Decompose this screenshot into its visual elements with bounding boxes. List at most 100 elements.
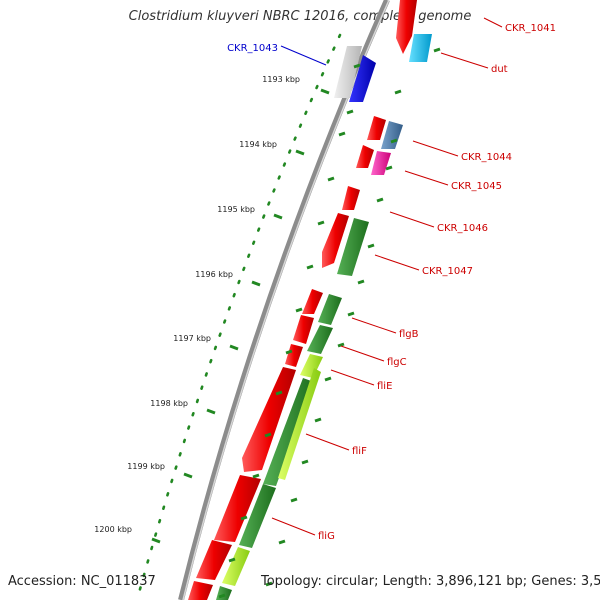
strand-tick [314, 417, 322, 423]
gene-cog-ckr1047 [337, 218, 369, 276]
scale-tick-mark [229, 344, 239, 351]
gene-cds-flif [242, 367, 296, 472]
gene-cog-flif-green [263, 378, 314, 486]
strand-tick [385, 165, 393, 171]
leader-line [330, 369, 375, 386]
strand-tick [347, 311, 355, 317]
scale-tick-label: 1195 kbp [217, 205, 255, 214]
leader-line [412, 140, 459, 157]
scale-arc [135, 33, 342, 600]
gene-cog-ckr1044 [381, 121, 403, 149]
gene-cds-flgb [302, 289, 323, 314]
strand-tick [295, 307, 303, 313]
gene-label: fliF [352, 446, 367, 457]
strand-tick [376, 197, 384, 203]
scale-tick-mark [273, 213, 283, 220]
scale-tick-mark [183, 472, 193, 479]
gene-cds-tail-2 [188, 581, 213, 600]
leader-line [340, 345, 385, 362]
scale-tick-mark [251, 280, 261, 287]
strand-tick [324, 376, 332, 382]
strand-tick [228, 557, 236, 563]
gene-cds-ckr1041 [396, 0, 417, 54]
strand-tick [317, 220, 325, 226]
gene-label: CKR_1047 [422, 266, 473, 277]
gene-label: flgB [399, 329, 419, 340]
gene-cds-ckr1046a [342, 186, 360, 210]
gene-cds-flig [214, 475, 261, 542]
accession-label: Accession: NC_011837 [8, 574, 156, 589]
gene-cog-flgb [318, 294, 342, 325]
map-title: Clostridium kluyveri NBRC 12016, complet… [128, 9, 472, 24]
gene-cds-ckr1043-gray [334, 46, 362, 98]
strand-tick [327, 176, 335, 182]
scale-tick-mark [320, 88, 330, 95]
strand-tick [275, 390, 283, 396]
scale-tick-label: 1199 kbp [127, 462, 165, 471]
leader-line [483, 17, 503, 28]
gene-cds-flgc [293, 315, 314, 344]
gene-label: CKR_1046 [437, 223, 488, 234]
gene-cog-flif-lime [278, 368, 321, 480]
scale-ticks: 1193 kbp 1194 kbp 1195 kbp 1196 kbp 1197 kbp… [94, 75, 330, 544]
gene-cog-tail-2 [216, 586, 232, 600]
scale-tick-mark [206, 408, 216, 415]
scale-tick-label: 1197 kbp [173, 334, 211, 343]
leader-line [271, 517, 316, 536]
gene-label: fliE [377, 381, 392, 392]
scale-tick-mark [151, 537, 161, 544]
strand-tick [367, 243, 375, 249]
gene-cog-flig [239, 484, 276, 548]
gene-cog-flie [300, 354, 323, 378]
scale-tick-label: 1193 kbp [262, 75, 300, 84]
strand-tick [394, 89, 402, 95]
leader-line [305, 433, 350, 451]
scale-tick-label: 1198 kbp [150, 399, 188, 408]
gene-cog-flgc [307, 325, 333, 354]
gene-cds-flie [285, 344, 303, 367]
strand-tick [433, 47, 441, 53]
gene-label: CKR_1045 [451, 181, 502, 192]
leader-line [351, 317, 397, 334]
gene-features [188, 0, 441, 600]
gene-label: CKR_1043 [227, 43, 278, 54]
scale-tick-mark [295, 149, 305, 156]
scale-tick-label: 1196 kbp [195, 270, 233, 279]
gene-cds-ckr1045 [356, 145, 374, 168]
gene-cds-ckr1044 [367, 116, 386, 140]
gene-cog-tail-1 [222, 547, 250, 586]
gene-cds-ckr1047 [322, 213, 349, 268]
strand-tick [338, 131, 346, 137]
strand-tick [264, 432, 272, 438]
gene-label: flgC [387, 357, 407, 368]
genome-stats: Topology: circular; Length: 3,896,121 bp… [261, 574, 600, 589]
gene-label: CKR_1041 [505, 23, 556, 34]
gene-label: dut [491, 64, 508, 75]
strand-tick [285, 349, 293, 355]
scale-tick-label: 1200 kbp [94, 525, 132, 534]
strand-tick [353, 63, 361, 69]
gene-cog-ckr1041 [409, 34, 432, 62]
gene-cog-ckr1045 [371, 151, 391, 175]
scale-tick-label: 1194 kbp [239, 140, 277, 149]
strand-tick [306, 264, 314, 270]
strand-tick [390, 138, 398, 144]
strand-tick [278, 539, 286, 545]
strand-tick [357, 279, 365, 285]
gene-label: CKR_1044 [461, 152, 512, 163]
strand-tick [240, 515, 248, 521]
strand-tick [290, 497, 298, 503]
leader-line [389, 211, 435, 228]
leader-line [374, 254, 420, 271]
gene-cds-ckr1043-blue [349, 55, 376, 102]
gene-cds-tail-1 [196, 540, 232, 580]
strand-tick [301, 459, 309, 465]
strand-tick [252, 473, 260, 479]
strand-tick [265, 581, 273, 587]
leader-line [280, 45, 327, 66]
leader-line [404, 170, 449, 186]
strand-tick [218, 593, 226, 599]
